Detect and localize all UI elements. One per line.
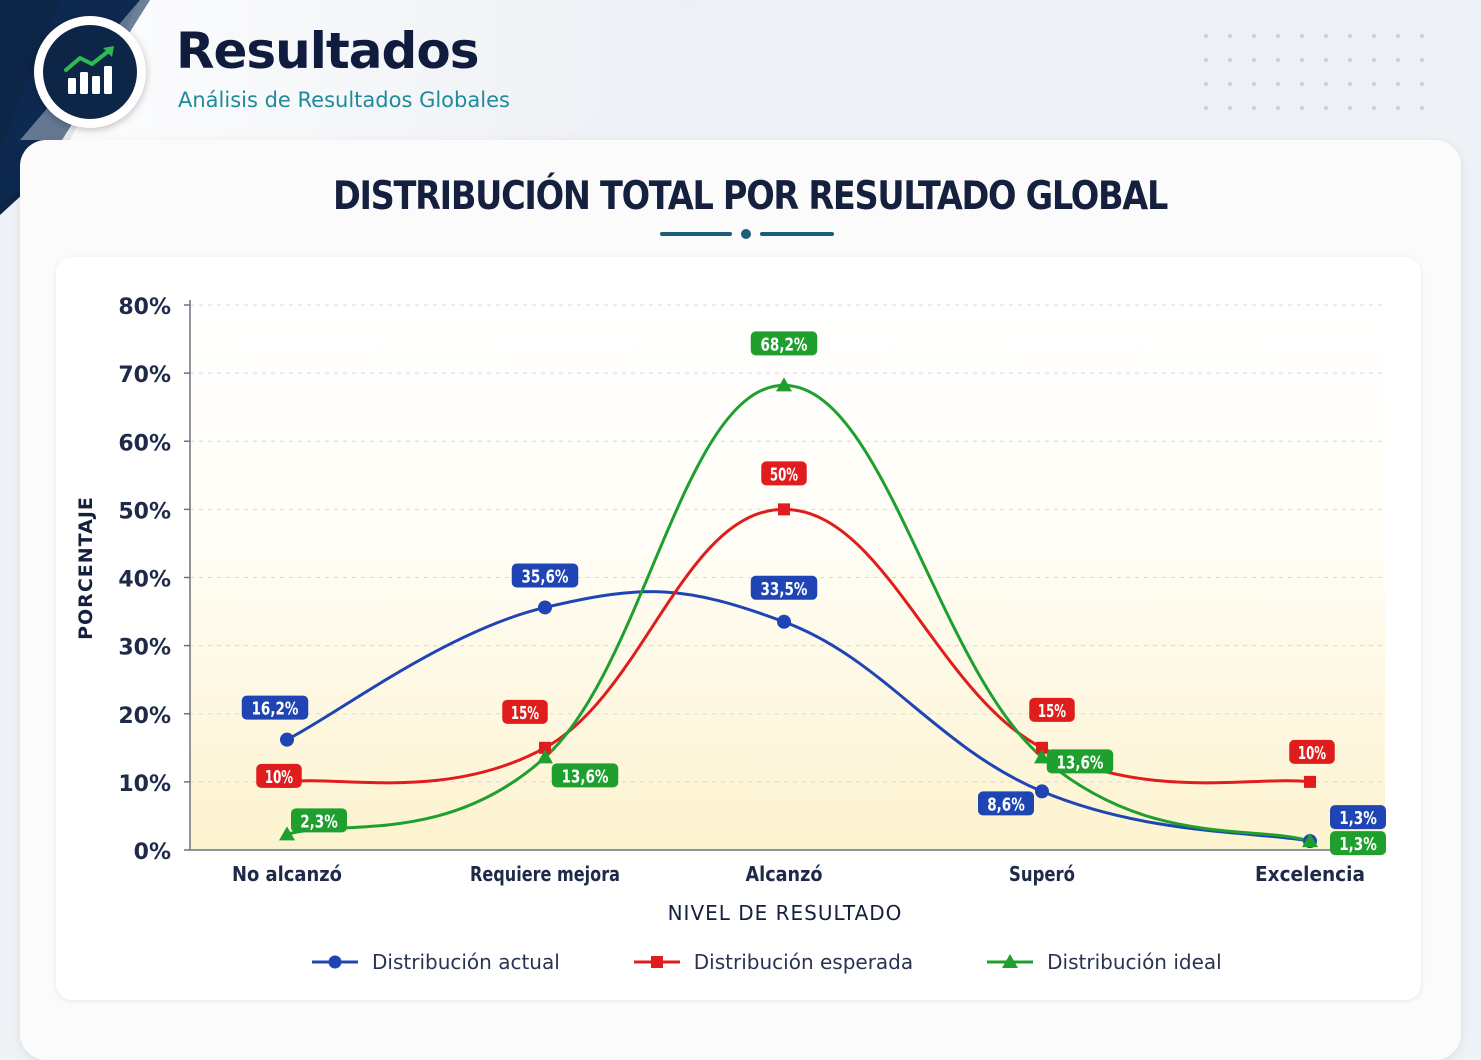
app-title: Resultados [176,22,479,80]
x-tick-label: Superó [1009,862,1075,886]
data-label-text: 35,6% [522,566,569,587]
chart-legend: Distribución actual Distribución esperad… [312,946,1296,978]
y-tick-label: 50% [118,499,171,524]
data-label-text: 68,2% [761,334,808,355]
data-label: 13,6% [551,763,619,788]
data-label-badge [761,461,807,486]
data-label-badge [502,699,548,724]
legend-label-ideal: Distribución ideal [1047,950,1222,974]
data-label-text: 15% [1038,701,1066,722]
data-label-badge [1330,831,1386,856]
data-label-text: 8,6% [987,794,1025,815]
data-point-triangle [537,749,553,764]
x-axis-label: NIVEL DE RESULTADO [668,901,903,925]
app-subtitle: Análisis de Resultados Globales [178,88,510,112]
legend-item-esperada: Distribución esperada [633,950,914,974]
x-tick-label: Alcanzó [746,862,823,886]
data-point-square [1036,741,1048,754]
data-label-text: 13,6% [1057,752,1104,773]
data-label: 33,5% [750,575,818,600]
y-axis-label: PORCENTAJE [75,496,97,640]
data-label-badge [978,791,1034,816]
data-label: 35,6% [511,563,579,588]
data-label-badge [551,763,619,788]
data-label-badge [291,808,347,833]
legend-item-actual: Distribución actual [312,950,560,974]
data-label-badge [511,563,579,588]
app-logo [34,16,146,128]
x-tick-label: Excelencia [1255,862,1365,886]
data-label-badge [1330,805,1386,830]
data-label-badge [241,695,309,720]
data-point-circle [538,600,552,615]
line-chart: 16,2% 35,6% 33,5% 8,6% 1,3% 10% 15% 50% 15% 10% 2,… [75,295,1386,925]
data-label-badge [1029,697,1075,722]
title-underline-ornament [660,229,834,239]
data-label: 68,2% [750,331,818,356]
data-label: 2,3% [291,808,347,833]
x-tick-label: No alcanzó [232,862,342,886]
data-label-text: 33,5% [761,579,808,600]
data-label: 13,6% [1046,749,1114,774]
y-tick-label: 60% [118,431,171,456]
data-label-text: 10% [265,767,293,788]
data-label-text: 1,3% [1339,834,1377,855]
data-label-text: 15% [511,703,539,724]
data-label-text: 50% [770,464,798,485]
legend-label-actual: Distribución actual [372,950,560,974]
data-label: 15% [1029,697,1075,722]
data-point-circle [777,614,791,629]
legend-label-esperada: Distribución esperada [693,950,914,974]
data-label-text: 1,3% [1339,808,1377,829]
data-point-square [1304,775,1316,788]
data-label: 1,3% [1330,805,1386,830]
legend-triangle-marker [987,954,1034,968]
data-label: 10% [1289,739,1335,764]
data-label: 16,2% [241,695,309,720]
data-label-badge [1046,749,1114,774]
data-label-badge [1289,739,1335,764]
data-label-text: 16,2% [252,699,299,720]
data-label-text: 10% [1298,743,1326,764]
x-tick-label: Requiere mejora [470,862,620,886]
decorative-dot-grid [1204,34,1424,110]
data-label: 10% [256,763,302,788]
legend-circle-marker [312,955,358,969]
data-point-triangle [1034,749,1050,764]
legend-item-ideal: Distribución ideal [987,950,1222,974]
data-label-badge [750,575,818,600]
data-label: 8,6% [978,791,1034,816]
data-label: 15% [502,699,548,724]
data-point-square [539,741,551,754]
data-point-triangle [776,377,792,392]
data-label-text: 2,3% [300,811,338,832]
y-tick-label: 80% [118,295,171,320]
data-label-badge [256,763,302,788]
y-tick-label: 0% [134,840,171,865]
data-label-text: 13,6% [562,766,609,787]
data-label-badge [750,331,818,356]
y-tick-label: 70% [118,363,171,388]
y-tick-label: 20% [118,704,171,729]
data-point-triangle [279,826,295,841]
legend-square-marker [633,956,680,968]
y-tick-label: 30% [118,636,171,661]
data-point-square [778,503,790,516]
data-label: 1,3% [1330,831,1386,856]
y-tick-label: 10% [118,772,171,797]
y-tick-label: 40% [118,568,171,593]
bar-chart-trend-up-icon [64,46,114,94]
data-label: 50% [761,461,807,486]
chart-title: DISTRIBUCIÓN TOTAL POR RESULTADO GLOBAL [332,174,1168,219]
data-point-circle [280,732,294,747]
data-point-triangle [1302,833,1318,848]
data-point-circle [1035,784,1049,799]
